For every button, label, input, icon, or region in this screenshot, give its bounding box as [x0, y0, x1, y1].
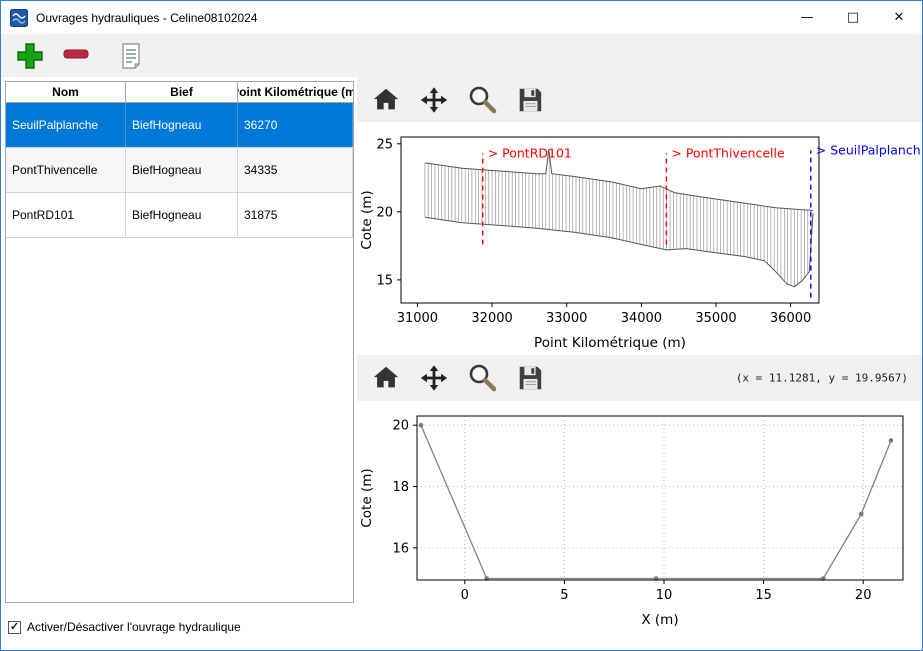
edit-list-button[interactable] [115, 39, 149, 73]
svg-text:Cote (m): Cote (m) [359, 468, 375, 527]
home-button[interactable] [367, 81, 405, 119]
app-icon [10, 8, 28, 27]
svg-text:25: 25 [376, 137, 393, 152]
structures-table[interactable]: NomBiefPoint Kilométrique (m) SeuilPalpl… [5, 81, 354, 603]
home-button-2[interactable] [367, 359, 405, 397]
svg-text:15: 15 [376, 273, 393, 288]
table-row[interactable]: PontRD101 BiefHogneau 31875 [6, 193, 353, 238]
cell-nom[interactable]: PontRD101 [6, 193, 126, 237]
titlebar[interactable]: Ouvrages hydrauliques - Celine08102024 —… [1, 1, 922, 34]
cell-bief[interactable]: BiefHogneau [126, 193, 238, 237]
column-header[interactable]: Nom [6, 82, 126, 102]
activate-structure-row[interactable]: ✓ Activer/Désactiver l'ouvrage hydrauliq… [8, 620, 241, 634]
pan-arrows-icon [420, 86, 448, 113]
save-button[interactable] [511, 81, 549, 119]
svg-text:10: 10 [656, 588, 673, 603]
svg-text:36000: 36000 [770, 311, 811, 326]
svg-text:20: 20 [855, 588, 872, 603]
activate-structure-label: Activer/Désactiver l'ouvrage hydraulique [27, 620, 241, 634]
remove-structure-button[interactable] [59, 39, 93, 73]
pan-arrows-icon [420, 365, 448, 391]
table-row[interactable]: PontThivencelle BiefHogneau 34335 [6, 148, 353, 193]
minimize-button[interactable]: — [784, 1, 830, 34]
svg-text:34000: 34000 [621, 311, 662, 326]
window-title: Ouvrages hydrauliques - Celine08102024 [36, 10, 258, 25]
svg-text:15: 15 [755, 588, 772, 603]
cell-nom[interactable]: SeuilPalplanche [6, 103, 126, 147]
svg-text:31000: 31000 [397, 311, 438, 326]
main-toolbar [1, 34, 922, 77]
content-area: NomBiefPoint Kilométrique (m) SeuilPalpl… [1, 77, 922, 650]
svg-text:> PontThivencelle: > PontThivencelle [671, 145, 785, 160]
structures-panel: NomBiefPoint Kilométrique (m) SeuilPalpl… [1, 77, 357, 650]
table-body: SeuilPalplanche BiefHogneau 36270 PontThive… [6, 103, 353, 238]
svg-text:35000: 35000 [695, 311, 736, 326]
svg-text:33000: 33000 [546, 311, 587, 326]
svg-text:0: 0 [461, 588, 469, 603]
home-icon [373, 88, 399, 109]
svg-text:Cote (m): Cote (m) [359, 190, 375, 249]
activate-structure-checkbox[interactable]: ✓ [8, 620, 21, 634]
svg-text:20: 20 [392, 419, 409, 434]
zoom-button[interactable] [463, 81, 501, 119]
svg-text:Point Kilométrique (m): Point Kilométrique (m) [534, 335, 686, 351]
svg-text:5: 5 [560, 588, 568, 603]
cell-bief[interactable]: BiefHogneau [126, 103, 238, 147]
minus-icon [63, 49, 89, 58]
save-button-2[interactable] [511, 359, 549, 397]
pan-button[interactable] [415, 81, 453, 119]
table-row[interactable]: SeuilPalplanche BiefHogneau 36270 [6, 103, 353, 148]
checkmark-icon: ✓ [9, 620, 20, 633]
pan-button-2[interactable] [415, 359, 453, 397]
cell-pk[interactable]: 36270 [238, 103, 353, 147]
svg-text:> SeuilPalplanche: > SeuilPalplanche [816, 143, 921, 158]
svg-text:18: 18 [392, 480, 409, 495]
svg-text:32000: 32000 [471, 311, 512, 326]
close-button[interactable]: ✕ [876, 1, 922, 34]
svg-text:X (m): X (m) [641, 612, 678, 628]
save-floppy-icon [519, 366, 542, 390]
svg-text:16: 16 [392, 541, 409, 556]
plus-icon [17, 42, 43, 69]
cell-pk[interactable]: 31875 [238, 193, 353, 237]
longitudinal-profile-chart[interactable]: > PontRD101 > PontThivencelle > SeuilPalpl… [357, 122, 921, 355]
profile-chart-toolbar [357, 77, 922, 122]
magnifier-icon [469, 86, 497, 113]
cell-pk[interactable]: 34335 [238, 148, 353, 192]
cell-nom[interactable]: PontThivencelle [6, 148, 126, 192]
home-icon [373, 366, 399, 388]
add-structure-button[interactable] [13, 39, 47, 73]
section-chart-toolbar: (x = 11.1281, y = 19.9567) [357, 355, 922, 401]
charts-panel: > PontRD101 > PontThivencelle > SeuilPalpl… [357, 77, 922, 650]
column-header[interactable]: Bief [126, 82, 238, 102]
cell-bief[interactable]: BiefHogneau [126, 148, 238, 192]
cursor-coordinates-readout: (x = 11.1281, y = 19.9567) [735, 371, 908, 385]
svg-text:> PontRD101: > PontRD101 [488, 145, 572, 160]
window-controls: — □ ✕ [784, 1, 922, 34]
maximize-button[interactable]: □ [830, 1, 876, 34]
magnifier-icon [469, 364, 497, 392]
column-header[interactable]: Point Kilométrique (m) [238, 85, 353, 99]
zoom-button-2[interactable] [463, 359, 501, 397]
save-floppy-icon [519, 88, 542, 111]
document-list-icon [122, 42, 141, 69]
svg-text:20: 20 [376, 205, 393, 220]
table-header: NomBiefPoint Kilométrique (m) [6, 82, 353, 103]
cross-section-chart[interactable]: 0 5 10 15 20 16 18 20 X (m) Cote (m) [357, 401, 921, 651]
